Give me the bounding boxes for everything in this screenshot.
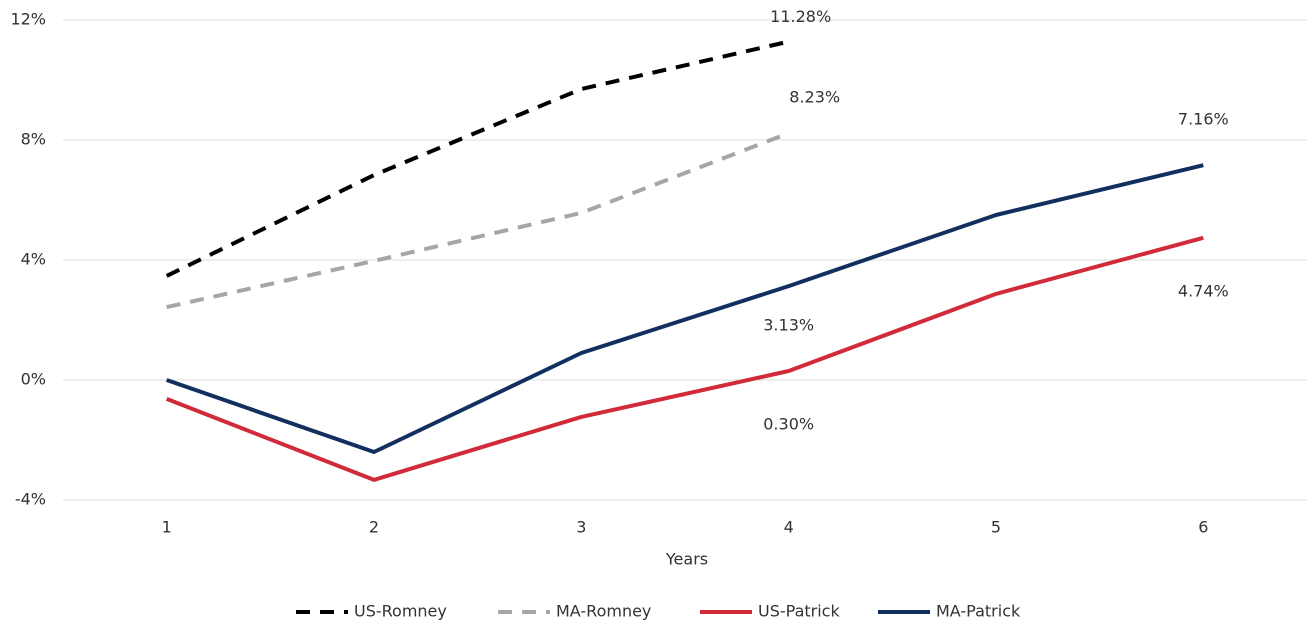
legend-label: MA-Patrick xyxy=(936,602,1021,621)
data-label: 8.23% xyxy=(789,88,840,107)
legend-label: MA-Romney xyxy=(556,602,651,621)
y-tick-label: 12% xyxy=(10,10,46,29)
x-axis-title: Years xyxy=(665,550,708,569)
y-tick-label: 0% xyxy=(21,370,46,389)
line xyxy=(166,131,790,310)
x-tick-label: 6 xyxy=(1198,518,1208,537)
line xyxy=(165,235,1204,482)
y-tick-label: 8% xyxy=(21,130,46,149)
x-tick-label: 4 xyxy=(784,518,794,537)
legend-label: US-Romney xyxy=(354,602,447,621)
data-label: 7.16% xyxy=(1178,110,1229,129)
legend-label: US-Patrick xyxy=(758,602,840,621)
data-label: 11.28% xyxy=(770,7,831,26)
x-tick-label: 5 xyxy=(991,518,1001,537)
x-tick-label: 1 xyxy=(162,518,172,537)
data-label: 0.30% xyxy=(763,415,814,434)
x-tick-label: 3 xyxy=(576,518,586,537)
line xyxy=(165,39,790,278)
y-tick-label: 4% xyxy=(21,250,46,269)
y-tick-label: -4% xyxy=(15,490,46,509)
data-label: 4.74% xyxy=(1178,281,1229,300)
x-tick-label: 2 xyxy=(369,518,379,537)
line xyxy=(166,163,1204,454)
data-label: 3.13% xyxy=(763,316,814,335)
